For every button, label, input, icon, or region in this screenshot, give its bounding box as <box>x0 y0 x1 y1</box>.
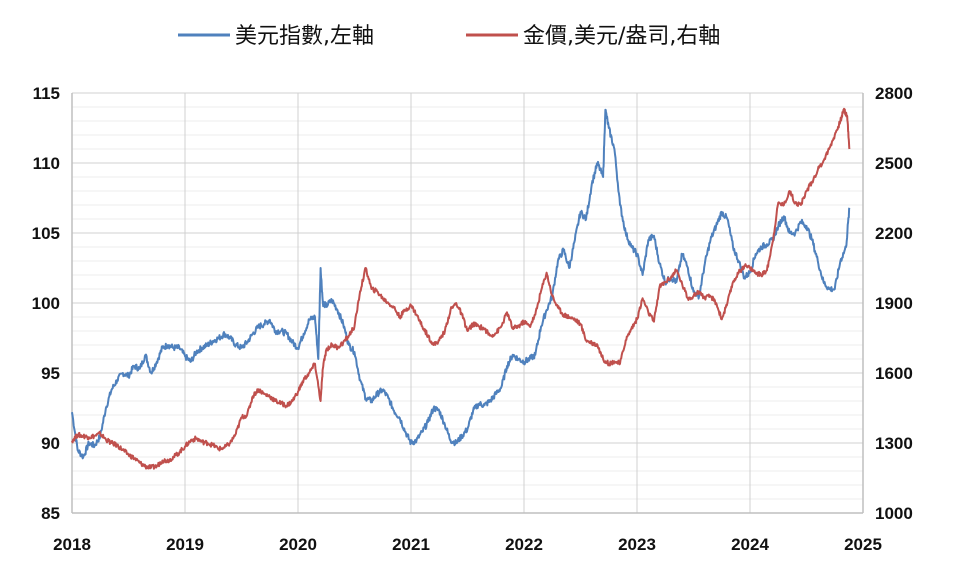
left-axis-tick-labels: 85 90 95 100 105 110 115 <box>32 84 60 523</box>
left-tick-label: 115 <box>33 84 60 103</box>
x-tick-label: 2025 <box>844 535 882 554</box>
right-axis-tick-labels: 1000 1300 1600 1900 2200 2500 2800 <box>875 84 913 523</box>
left-tick-label: 110 <box>33 154 60 173</box>
right-tick-label: 2800 <box>875 84 913 103</box>
legend: 美元指數,左軸 金價,美元/盎司,右軸 <box>178 24 720 49</box>
left-tick-label: 95 <box>41 364 60 383</box>
right-tick-label: 1600 <box>875 364 913 383</box>
x-tick-label: 2022 <box>505 535 543 554</box>
left-tick-label: 100 <box>32 294 60 313</box>
right-tick-label: 1900 <box>875 294 913 313</box>
x-tick-label: 2023 <box>618 535 656 554</box>
x-tick-label: 2018 <box>53 535 91 554</box>
x-tick-label: 2021 <box>392 535 430 554</box>
x-tick-label: 2020 <box>279 535 317 554</box>
legend-label-gold: 金價,美元/盎司,右軸 <box>523 24 720 49</box>
right-tick-label: 1000 <box>875 504 913 523</box>
left-tick-label: 90 <box>41 434 60 453</box>
series-layer <box>71 107 851 470</box>
x-tick-label: 2024 <box>731 535 769 554</box>
series-line-dxy <box>71 108 851 460</box>
series-line-gold <box>71 107 851 470</box>
right-tick-label: 2200 <box>875 224 913 243</box>
right-tick-label: 2500 <box>875 154 913 173</box>
x-axis-tick-labels: 2018 2019 2020 2021 2022 2023 2024 2025 <box>53 535 882 554</box>
left-tick-label: 85 <box>41 504 60 523</box>
right-tick-label: 1300 <box>875 434 913 453</box>
left-tick-label: 105 <box>32 224 60 243</box>
legend-label-dxy: 美元指數,左軸 <box>235 24 374 49</box>
x-tick-label: 2019 <box>166 535 204 554</box>
grid-lines <box>71 92 864 514</box>
